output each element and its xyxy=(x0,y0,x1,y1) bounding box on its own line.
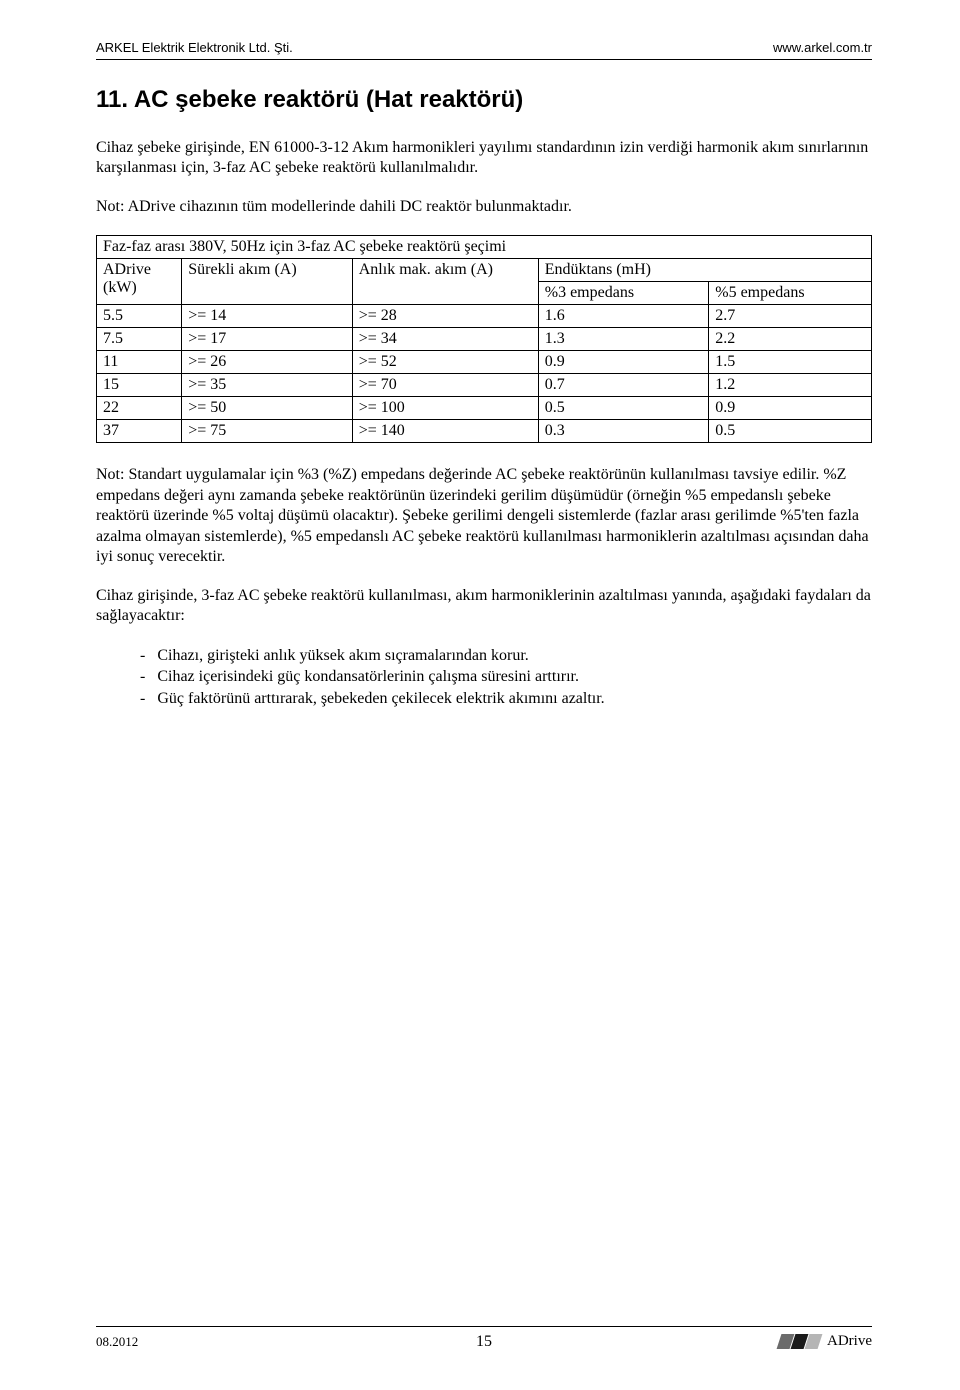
header-rule xyxy=(96,59,872,60)
cell-kw: 7.5 xyxy=(97,328,182,351)
cell-kw: 11 xyxy=(97,351,182,374)
th-5: %5 empedans xyxy=(709,282,872,305)
cell-i5: 0.9 xyxy=(709,397,872,420)
section-title: 11. AC şebeke reaktörü (Hat reaktörü) xyxy=(96,86,872,114)
paragraph-note-dc: Not: ADrive cihazının tüm modellerinde d… xyxy=(96,197,872,217)
th-cont: Sürekli akım (A) xyxy=(182,259,353,305)
table-caption: Faz-faz arası 380V, 50Hz için 3-faz AC ş… xyxy=(97,236,872,259)
header-company: ARKEL Elektrik Elektronik Ltd. Şti. xyxy=(96,40,293,55)
footer-product-name: ADrive xyxy=(827,1333,872,1350)
cell-cont: >= 50 xyxy=(182,397,353,420)
page-footer: 08.2012 15 ADrive xyxy=(96,1326,872,1350)
footer-page-number: 15 xyxy=(476,1333,492,1351)
cell-peak: >= 140 xyxy=(352,420,538,443)
table-row: 37 >= 75 >= 140 0.3 0.5 xyxy=(97,420,872,443)
cell-cont: >= 17 xyxy=(182,328,353,351)
cell-i5: 2.2 xyxy=(709,328,872,351)
cell-kw: 22 xyxy=(97,397,182,420)
list-item: Güç faktörünü arttırarak, şebekeden çeki… xyxy=(140,688,872,710)
reactor-selection-table: Faz-faz arası 380V, 50Hz için 3-faz AC ş… xyxy=(96,235,872,443)
footer-product: ADrive xyxy=(779,1333,872,1350)
table-caption-row: Faz-faz arası 380V, 50Hz için 3-faz AC ş… xyxy=(97,236,872,259)
table-header-row-1: ADrive (kW) Sürekli akım (A) Anlık mak. … xyxy=(97,259,872,282)
cell-i3: 0.9 xyxy=(538,351,709,374)
cell-i3: 1.3 xyxy=(538,328,709,351)
logo-icon xyxy=(779,1334,821,1349)
cell-i3: 1.6 xyxy=(538,305,709,328)
footer-row: 08.2012 15 ADrive xyxy=(96,1333,872,1350)
benefits-list: Cihazı, girişteki anlık yüksek akım sıçr… xyxy=(96,645,872,710)
cell-cont: >= 14 xyxy=(182,305,353,328)
cell-peak: >= 100 xyxy=(352,397,538,420)
table-row: 5.5 >= 14 >= 28 1.6 2.7 xyxy=(97,305,872,328)
cell-i5: 2.7 xyxy=(709,305,872,328)
cell-i5: 0.5 xyxy=(709,420,872,443)
cell-i3: 0.7 xyxy=(538,374,709,397)
th-kw-bot: (kW) xyxy=(103,279,137,296)
cell-peak: >= 28 xyxy=(352,305,538,328)
list-item: Cihaz içerisindeki güç kondansatörlerini… xyxy=(140,666,872,688)
cell-i3: 0.5 xyxy=(538,397,709,420)
th-3: %3 empedans xyxy=(538,282,709,305)
paragraph-note-impedance: Not: Standart uygulamalar için %3 (%Z) e… xyxy=(96,465,872,567)
cell-cont: >= 35 xyxy=(182,374,353,397)
cell-i5: 1.5 xyxy=(709,351,872,374)
th-kw: ADrive (kW) xyxy=(97,259,182,305)
list-item: Cihazı, girişteki anlık yüksek akım sıçr… xyxy=(140,645,872,667)
cell-kw: 15 xyxy=(97,374,182,397)
th-ind: Endüktans (mH) xyxy=(538,259,871,282)
cell-peak: >= 34 xyxy=(352,328,538,351)
cell-kw: 37 xyxy=(97,420,182,443)
cell-cont: >= 75 xyxy=(182,420,353,443)
paragraph-intro: Cihaz şebeke girişinde, EN 61000-3-12 Ak… xyxy=(96,138,872,179)
footer-date: 08.2012 xyxy=(96,1334,138,1350)
page-header: ARKEL Elektrik Elektronik Ltd. Şti. www.… xyxy=(96,40,872,55)
cell-peak: >= 52 xyxy=(352,351,538,374)
paragraph-benefits-intro: Cihaz girişinde, 3-faz AC şebeke reaktör… xyxy=(96,586,872,627)
cell-i3: 0.3 xyxy=(538,420,709,443)
footer-rule xyxy=(96,1326,872,1327)
table-row: 11 >= 26 >= 52 0.9 1.5 xyxy=(97,351,872,374)
th-kw-top: ADrive xyxy=(103,261,151,278)
header-website: www.arkel.com.tr xyxy=(773,40,872,55)
table-row: 7.5 >= 17 >= 34 1.3 2.2 xyxy=(97,328,872,351)
cell-peak: >= 70 xyxy=(352,374,538,397)
document-page: ARKEL Elektrik Elektronik Ltd. Şti. www.… xyxy=(0,0,960,1390)
cell-cont: >= 26 xyxy=(182,351,353,374)
table-row: 22 >= 50 >= 100 0.5 0.9 xyxy=(97,397,872,420)
table-row: 15 >= 35 >= 70 0.7 1.2 xyxy=(97,374,872,397)
cell-i5: 1.2 xyxy=(709,374,872,397)
cell-kw: 5.5 xyxy=(97,305,182,328)
th-peak: Anlık mak. akım (A) xyxy=(352,259,538,305)
